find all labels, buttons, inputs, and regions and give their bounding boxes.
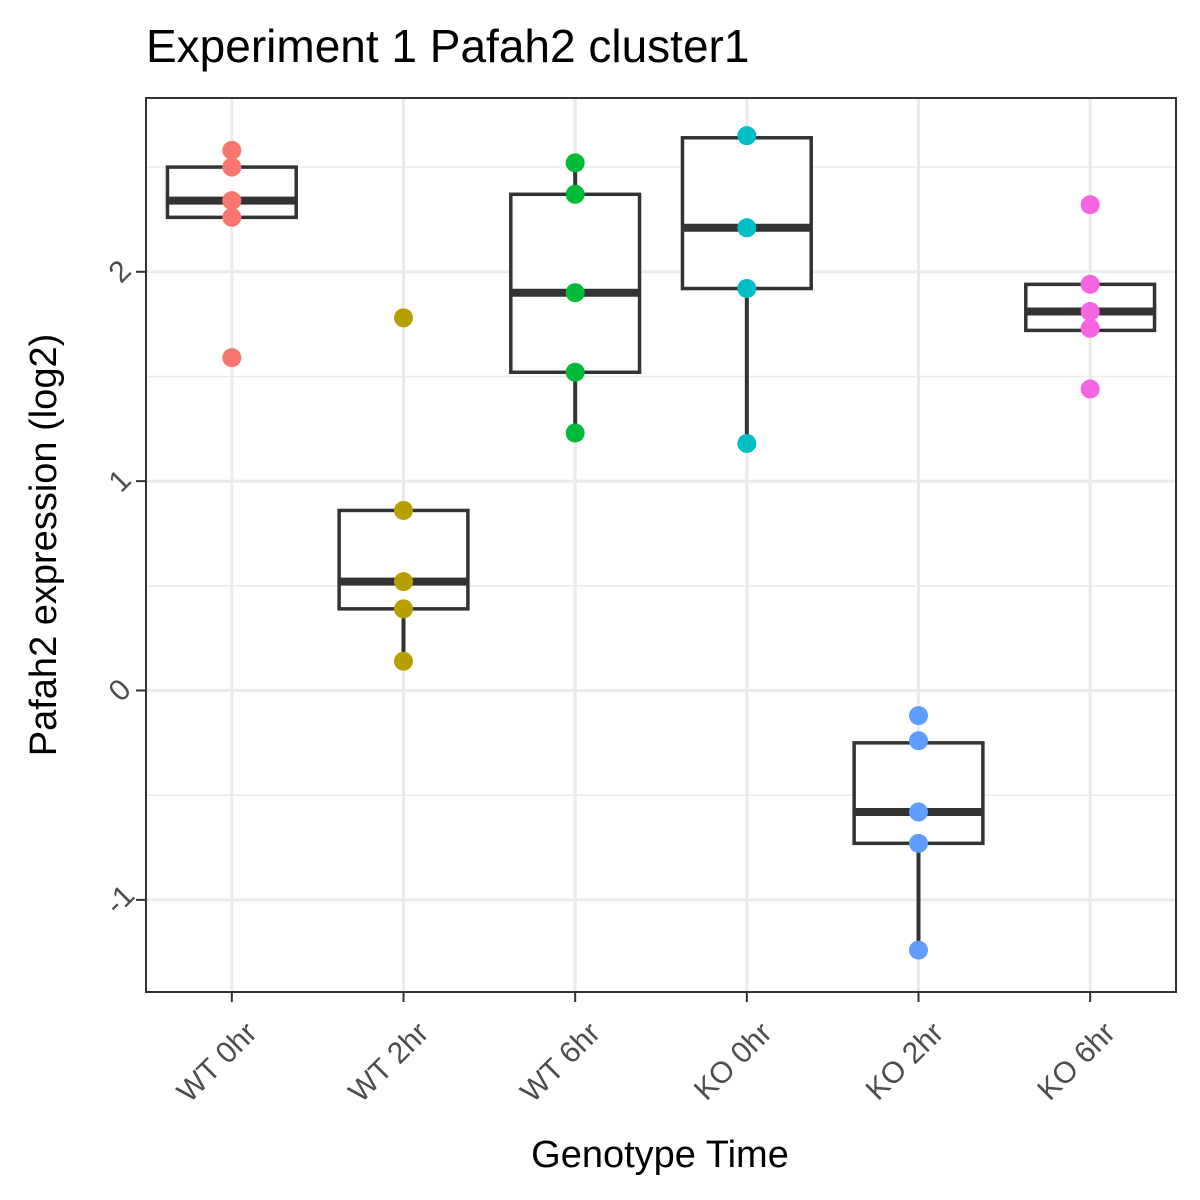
y-axis-title: Pafah2 expression (log2) xyxy=(23,334,65,756)
point-2-2 xyxy=(565,283,585,303)
point-4-1 xyxy=(909,731,928,751)
point-5-1 xyxy=(1080,274,1100,294)
point-0-0 xyxy=(222,140,242,160)
point-2-1 xyxy=(565,184,585,204)
point-4-2 xyxy=(909,802,928,822)
point-4-4 xyxy=(909,940,928,960)
point-0-4 xyxy=(222,348,242,368)
point-1-1 xyxy=(394,500,413,520)
point-2-0 xyxy=(565,153,585,173)
x-tick-label-4: KO 2hr xyxy=(860,1016,951,1107)
x-tick-label-0: WT 0hr xyxy=(171,1016,263,1108)
y-tick-label-0: -1 xyxy=(99,879,141,921)
x-tick-label-1: WT 2hr xyxy=(343,1016,435,1108)
point-1-4 xyxy=(394,651,413,671)
x-tick-label-3: KO 0hr xyxy=(688,1016,779,1107)
plot-panel-border xyxy=(145,97,1177,993)
box-body-4 xyxy=(852,741,985,846)
point-4-3 xyxy=(909,833,928,853)
x-tick-label-5: KO 6hr xyxy=(1031,1016,1122,1107)
y-tick-label-1: 0 xyxy=(102,673,137,708)
point-4-0 xyxy=(909,706,928,726)
point-5-3 xyxy=(1080,318,1100,338)
point-5-0 xyxy=(1080,195,1100,215)
point-1-0 xyxy=(394,308,413,328)
point-0-1 xyxy=(222,157,242,177)
y-tick-label-3: 2 xyxy=(102,254,137,289)
y-tick-label-2: 1 xyxy=(102,464,137,499)
point-5-4 xyxy=(1080,379,1100,399)
x-tick-label-2: WT 6hr xyxy=(514,1016,606,1108)
x-axis: WT 0hr WT 2hr WT 6hr KO 0hr KO 2hr KO 6hr xyxy=(171,992,1122,1109)
box-body-1 xyxy=(337,508,470,611)
box-body-3 xyxy=(680,136,813,291)
x-axis-title: Genotype Time xyxy=(531,1134,789,1176)
point-0-3 xyxy=(222,207,242,227)
point-2-4 xyxy=(565,423,585,443)
point-3-1 xyxy=(737,218,757,238)
point-2-3 xyxy=(565,362,585,382)
minor-gridlines xyxy=(146,166,1176,796)
point-3-3 xyxy=(737,433,757,453)
point-5-2 xyxy=(1080,302,1100,322)
point-1-3 xyxy=(394,599,413,619)
plot-panel xyxy=(146,98,1176,992)
point-1-2 xyxy=(394,572,413,592)
points-layer xyxy=(222,126,1100,960)
point-3-2 xyxy=(737,279,757,299)
chart-title: Experiment 1 Pafah2 cluster1 xyxy=(146,20,749,72)
y-axis: -1 0 1 2 xyxy=(99,254,146,921)
point-3-0 xyxy=(737,126,757,146)
point-0-2 xyxy=(222,191,242,211)
